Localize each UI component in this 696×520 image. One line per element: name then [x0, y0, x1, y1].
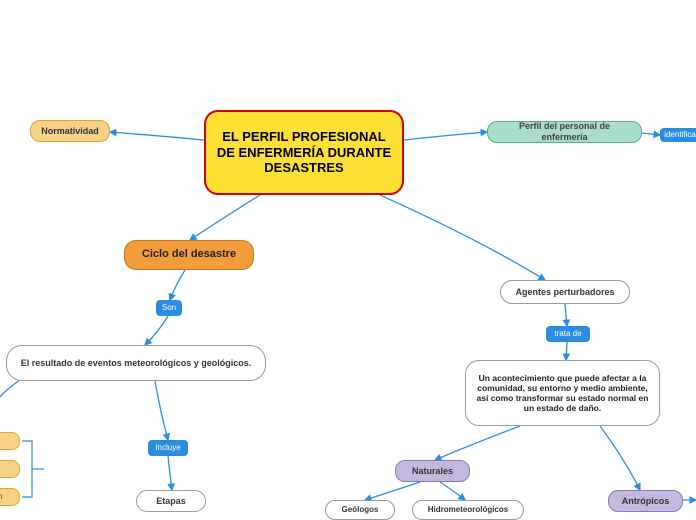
node-ciclo-desastre: Ciclo del desastre — [124, 240, 254, 270]
node-antropicos: Antrópicos — [608, 490, 683, 512]
label-identifica: identifica — [660, 128, 696, 142]
node-fragment-1: ión — [0, 432, 20, 450]
node-resultado-eventos: El resultado de eventos meteorológicos y… — [6, 345, 266, 381]
node-etapas: Etapas — [136, 490, 206, 512]
node-hidrometeorologicos: Hidrometeorológicos — [412, 500, 524, 520]
label-incluye: Incluye — [148, 440, 188, 456]
node-agentes-perturbadores: Agentes perturbadores — [500, 280, 630, 304]
node-fragment-3: ción — [0, 488, 20, 506]
label-son: Son — [156, 300, 182, 316]
node-acontecimiento: Un acontecimiento que puede afectar a la… — [465, 360, 660, 426]
connector-lines — [0, 0, 696, 520]
node-geologos: Geólogos — [325, 500, 395, 520]
node-normatividad: Normatividad — [30, 120, 110, 142]
node-fragment-2: ión — [0, 460, 20, 478]
node-naturales: Naturales — [395, 460, 470, 482]
node-perfil-personal: Perfil del personal de enfermería — [487, 121, 642, 143]
central-node: EL PERFIL PROFESIONAL DE ENFERMERÍA DURA… — [204, 110, 404, 195]
label-trata-de: trata de — [546, 326, 590, 342]
